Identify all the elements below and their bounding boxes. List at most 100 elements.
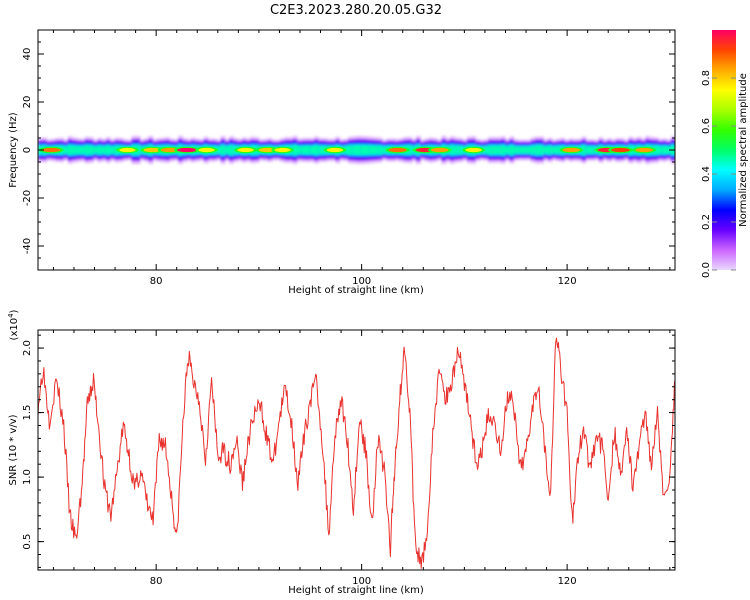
spectrogram-cell [556,146,561,154]
snr-x-tick-label: 120 [558,576,577,587]
spectrogram-cell [360,145,366,155]
spectrogram-cell [679,143,684,156]
colorbar-label: Normalized spectral amplitude [738,73,749,227]
spectrogram-cell [297,146,302,154]
spectrogram-cell [110,146,116,154]
spectrogram-cell [216,146,222,154]
snr-x-axis-label: Height of straight line (km) [288,585,424,596]
spectrogram-cell [356,145,362,155]
snr-y-tick-label: 1.0 [22,469,33,485]
snr-y-axis-label: SNR (10 * v/v) [8,414,19,485]
snr-ticks: 80 100 120 0.5 1.0 1.5 2.0 [22,330,675,587]
spectrogram-cell [679,142,684,159]
snr-y-tick-label: 2.0 [22,340,33,356]
spectrogram-y-axis-label: Frequency (Hz) [8,112,19,188]
spectrogram-hotspot [160,147,179,153]
spectrogram-cell [543,146,549,154]
spectrogram-cell [581,145,587,155]
snr-y-scale-label: (x104) [7,309,20,340]
spectrogram-cell [373,145,379,155]
spectrogram-hotspot [635,147,653,153]
spectrogram-x-tick-label: 100 [352,276,371,287]
spectrogram-cell [679,146,684,153]
snr-frame [37,329,676,571]
spectrogram-cell [105,145,111,155]
spectrogram-x-tick-label: 80 [150,276,163,287]
colorbar-tick-label: 0.6 [701,118,712,134]
snr-scale-prefix: (x10 [9,318,20,341]
spectrogram-heatmap [38,135,684,165]
spectrogram-cell [407,145,413,155]
spectrogram-hotspot [258,147,276,153]
colorbar-ticks: 0.0 0.2 0.4 0.6 0.8 [701,70,736,278]
snr-x-tick-label: 100 [352,576,371,587]
spectrogram-hotspot [326,147,344,153]
spectrogram-cell [679,145,684,154]
spectrogram-cell [658,146,663,154]
colorbar-tick-label: 0.4 [701,166,712,182]
spectrogram-cell [675,139,680,160]
spectrogram-hotspot [388,147,407,153]
spectrogram-cell [364,145,370,155]
spectrogram-cell [80,146,86,154]
spectrogram-cell [84,145,90,155]
spectrogram-cell [224,146,230,154]
spectrogram-cell [369,145,375,155]
spectrogram-cell [318,145,324,155]
spectrogram-cell [67,145,73,155]
colorbar-tick-label: 0.8 [701,70,712,86]
spectrogram-hotspot [143,147,161,153]
spectrogram-cell [352,145,358,155]
spectrogram-cell [381,146,387,154]
spectrogram-cell [492,145,498,155]
spectrogram-cell [505,146,510,154]
spectrogram-x-axis-label: Height of straight line (km) [288,285,424,296]
spectrogram-x-tick-label: 120 [558,276,577,287]
spectrogram-cell [97,145,103,155]
spectrogram-y-tick-label: -20 [22,190,33,206]
spectrogram-cell [590,146,595,154]
spectrogram-cell [229,145,234,155]
spectrogram-cell [309,145,315,155]
spectrogram-cell [343,146,349,154]
spectrogram-cell [522,146,527,154]
spectrogram-cell [517,146,523,154]
spectrogram-cell [530,145,536,155]
spectrogram-cell [71,145,77,155]
snr-y-tick-label: 1.5 [22,405,33,421]
spectrogram-hotspot [119,147,136,153]
spectrogram-cell [539,145,544,155]
spectrogram-hotspot [198,147,215,153]
spectrogram-cell [301,145,307,155]
spectrogram-cell [93,146,99,154]
snr-panel: 80 100 120 0.5 1.0 1.5 2.0 Height of straight … [7,309,676,596]
spectrogram-hotspot [176,147,197,153]
spectrogram-hotspot [430,147,449,153]
spectrogram-cell [88,145,94,155]
spectrogram-cell [454,145,460,155]
spectrogram-y-tick-label: -40 [22,238,33,254]
spectrogram-cell [509,145,515,155]
snr-x-tick-label: 80 [150,576,163,587]
spectrogram-cell [513,146,519,154]
spectrogram-cell [547,145,553,155]
colorbar-tick-label: 0.2 [701,214,712,230]
spectrogram-cell [488,145,493,155]
spectrogram-hotspot [42,147,61,153]
colorbar: 0.0 0.2 0.4 0.6 0.8 Normalized spectral ampl… [701,30,749,278]
spectrogram-cell [292,145,298,155]
spectrogram-cell [666,146,672,154]
spectrogram-cell [314,145,319,155]
spectrogram-cell [496,145,502,155]
spectrogram-cell [526,146,532,154]
figure-title: C2E3.2023.280.20.05.G32 [270,3,442,18]
spectrogram-cell [377,145,383,155]
spectrogram-cell [534,145,540,155]
spectrogram-y-tick-label: 40 [22,48,33,61]
spectrogram-cell [348,145,353,155]
spectrogram-hotspot [465,147,482,153]
spectrogram-cell [483,146,489,154]
snr-y-tick-label: 0.5 [22,534,33,550]
spectrogram-hotspot [562,147,581,153]
